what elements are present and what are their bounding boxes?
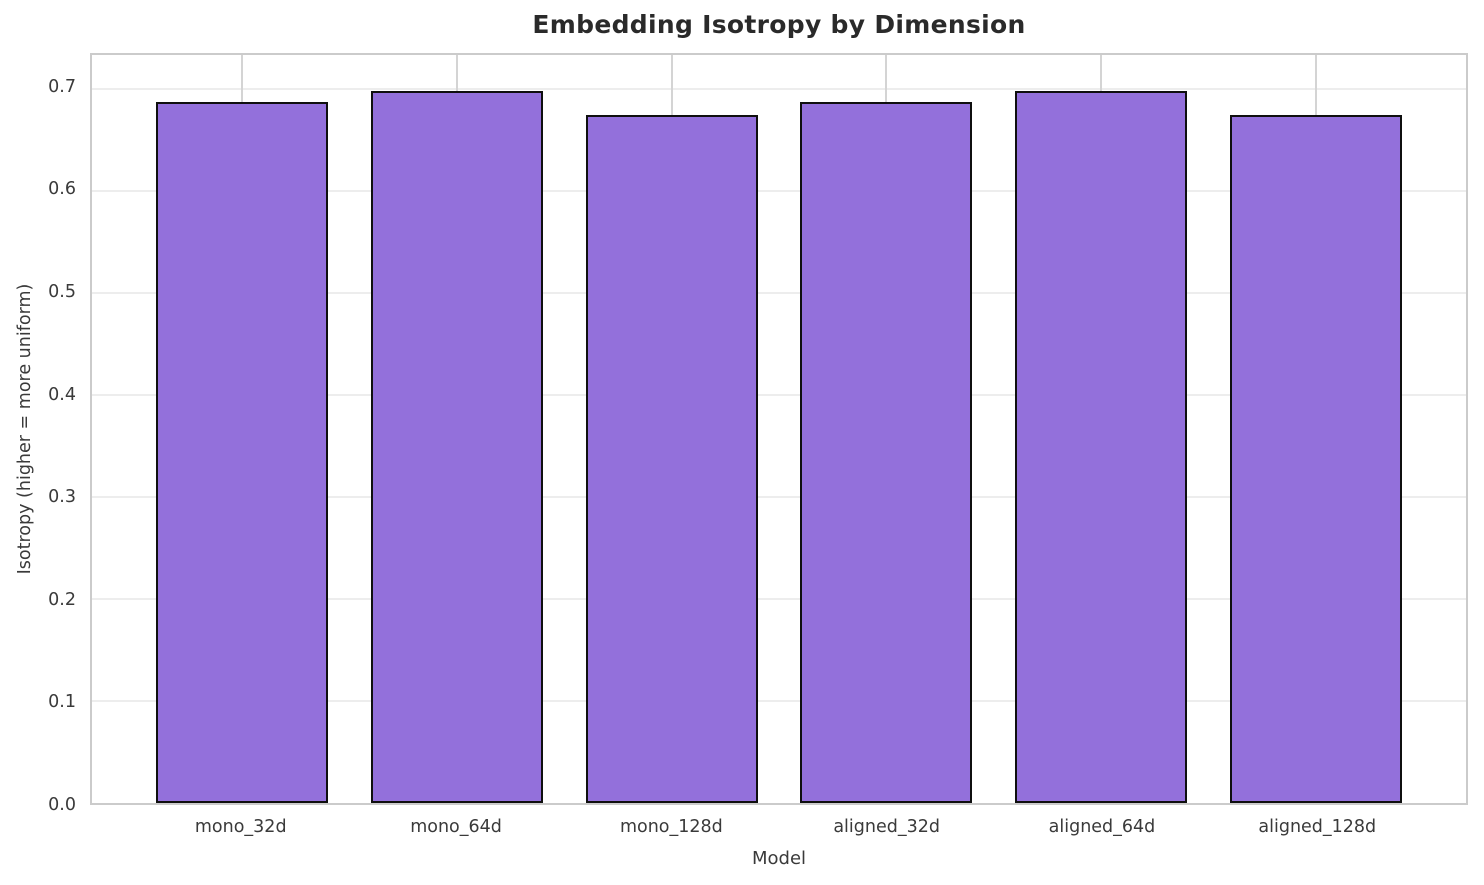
bar-mono_32d — [156, 101, 329, 803]
gridline-horizontal — [92, 189, 1466, 192]
x-tick-label: mono_128d — [619, 817, 723, 837]
y-tick-label: 0.3 — [48, 487, 76, 508]
gridline-horizontal — [92, 291, 1466, 294]
y-axis-ticks: 0.0 0.1 0.2 0.3 0.4 0.5 0.6 0.7 — [0, 53, 76, 815]
x-tick-label: aligned_32d — [833, 817, 940, 837]
x-tick-label: aligned_64d — [1048, 817, 1156, 837]
gridline-horizontal — [92, 597, 1466, 600]
x-axis-label: Model — [751, 848, 807, 869]
bar-aligned_32d — [800, 101, 973, 803]
gridline-horizontal — [92, 87, 1466, 90]
bar-mono_64d — [371, 90, 543, 803]
bar-aligned_128d — [1229, 115, 1402, 803]
x-axis-ticks: mono_32d mono_64d mono_128d aligned_32d alig… — [90, 817, 1468, 843]
x-tick-label: aligned_128d — [1258, 817, 1377, 837]
x-tick-label: mono_64d — [410, 817, 502, 837]
x-tick-label: mono_32d — [194, 817, 287, 837]
y-axis-label: Isotropy (higher = more uniform) — [15, 283, 35, 575]
y-tick-label: 0.5 — [48, 282, 76, 303]
y-tick-label: 0.0 — [48, 795, 76, 815]
gridline-horizontal — [92, 393, 1466, 396]
y-tick-label: 0.6 — [48, 179, 76, 200]
y-tick-label: 0.4 — [48, 384, 76, 405]
bar-mono_128d — [585, 115, 758, 803]
gridline-horizontal — [92, 495, 1466, 498]
y-tick-label: 0.7 — [48, 76, 76, 97]
y-tick-label: 0.2 — [48, 589, 76, 610]
chart-title: Embedding Isotropy by Dimension — [532, 10, 1026, 39]
bar-aligned_64d — [1015, 90, 1187, 803]
y-tick-label: 0.1 — [48, 692, 76, 713]
gridline-horizontal — [92, 699, 1466, 702]
plot-area — [90, 53, 1468, 805]
